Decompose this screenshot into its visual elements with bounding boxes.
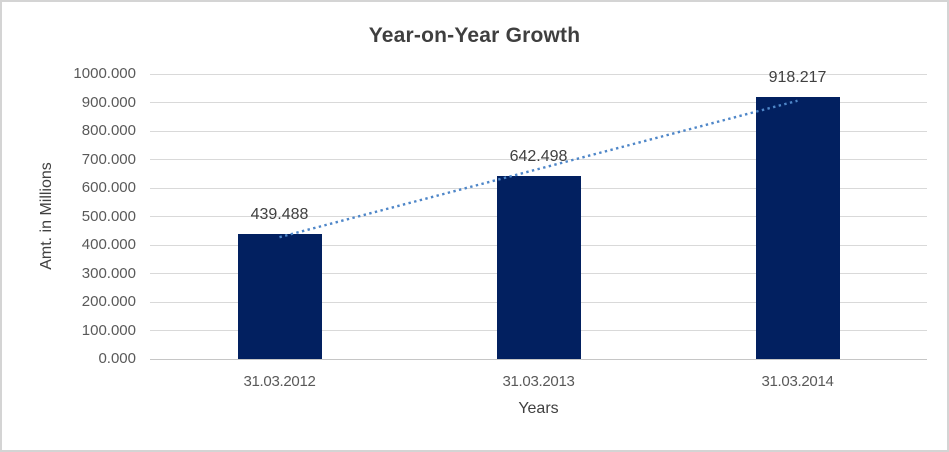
- y-tick-label: 1000.000: [73, 65, 136, 82]
- gridline: [150, 130, 927, 132]
- gridline: [150, 73, 927, 75]
- plot-area: [150, 73, 927, 360]
- x-tick-label: 31.03.2014: [761, 373, 834, 390]
- y-tick-label: 700.000: [81, 150, 136, 168]
- bar: [496, 175, 581, 359]
- x-axis-line: [150, 359, 927, 360]
- y-tick-label: 400.000: [81, 236, 136, 253]
- bar-data-label: 918.217: [768, 69, 827, 87]
- gridline: [150, 102, 927, 103]
- bar: [755, 97, 840, 359]
- y-tick-label: 600.000: [81, 179, 136, 196]
- x-axis-title: Years: [518, 400, 559, 417]
- chart-title: Year-on-Year Growth: [368, 24, 581, 47]
- y-tick-label: 900.000: [81, 93, 136, 111]
- x-tick-label: 31.03.2013: [502, 373, 575, 390]
- bar-data-label: 439.488: [250, 205, 309, 223]
- bar-data-label: 642.498: [509, 147, 568, 165]
- trendline: [279, 99, 798, 239]
- x-tick-label: 31.03.2012: [243, 373, 316, 390]
- y-tick-label: 0.000: [98, 350, 136, 367]
- y-tick-label: 200.000: [81, 293, 136, 310]
- y-tick-label: 500.000: [81, 207, 136, 225]
- y-tick-label: 300.000: [81, 264, 136, 282]
- y-tick-label: 800.000: [81, 122, 136, 139]
- y-tick-label: 100.000: [81, 321, 136, 339]
- gridline: [150, 159, 927, 160]
- bar: [237, 233, 322, 359]
